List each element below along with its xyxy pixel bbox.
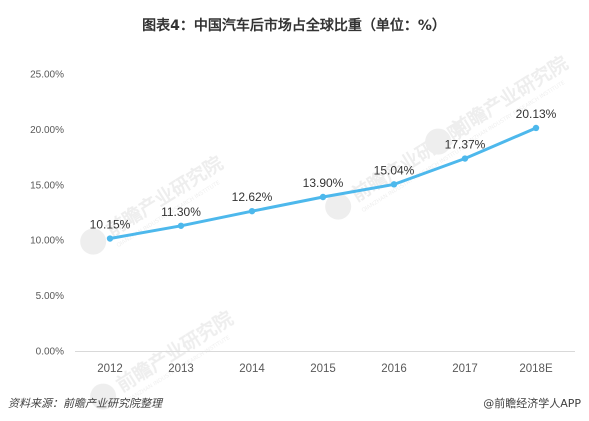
data-label: 11.30% (161, 205, 201, 219)
data-point (106, 235, 114, 242)
data-label: 15.04% (374, 163, 415, 177)
data-labels: 10.15% 11.30% 12.62% 13.90% 15.04% 17.37% 20.1… (90, 107, 557, 232)
y-tick-label: 25.00% (30, 70, 64, 81)
watermark-logo-icon (80, 228, 107, 255)
watermark-logo-icon (425, 128, 452, 155)
data-label: 17.37% (445, 138, 486, 152)
data-point (319, 193, 327, 201)
data-point (532, 124, 540, 132)
data-label: 10.15% (90, 218, 131, 232)
x-tick-label: 2016 (381, 363, 407, 375)
data-point (461, 155, 469, 162)
x-tick-label: 2015 (310, 363, 336, 375)
data-points (106, 124, 540, 242)
data-label: 20.13% (516, 107, 557, 121)
chart-title: 图表4：中国汽车后市场占全球比重（单位：%） (142, 17, 446, 34)
data-label: 13.90% (303, 176, 344, 190)
watermark-logo-icon (90, 383, 117, 410)
watermark-logo-icon (325, 193, 352, 220)
y-tick-label: 20.00% (30, 125, 64, 136)
x-tick-label: 2012 (97, 363, 123, 375)
x-axis: 2012 2013 2014 2015 2016 2017 2018E (97, 363, 553, 375)
watermark-text: 前瞻产业研究院 (447, 51, 572, 141)
x-tick-label: 2018E (519, 363, 553, 375)
data-point (390, 181, 398, 188)
brand-credit: @前瞻经济学人APP (483, 396, 581, 410)
y-tick-label: 5.00% (36, 291, 64, 302)
x-tick-label: 2017 (452, 363, 478, 375)
x-tick-label: 2014 (239, 363, 265, 375)
y-tick-label: 10.00% (30, 236, 64, 247)
data-point (177, 222, 185, 229)
y-axis: 0.00% 5.00% 10.00% 15.00% 20.00% 25.00% (30, 70, 64, 358)
y-tick-label: 15.00% (30, 180, 64, 191)
data-point (248, 207, 256, 215)
source-note: 资料来源：前瞻产业研究院整理 (8, 397, 164, 410)
y-tick-label: 0.00% (36, 347, 64, 358)
x-tick-label: 2013 (168, 363, 194, 375)
data-label: 12.62% (232, 190, 273, 204)
